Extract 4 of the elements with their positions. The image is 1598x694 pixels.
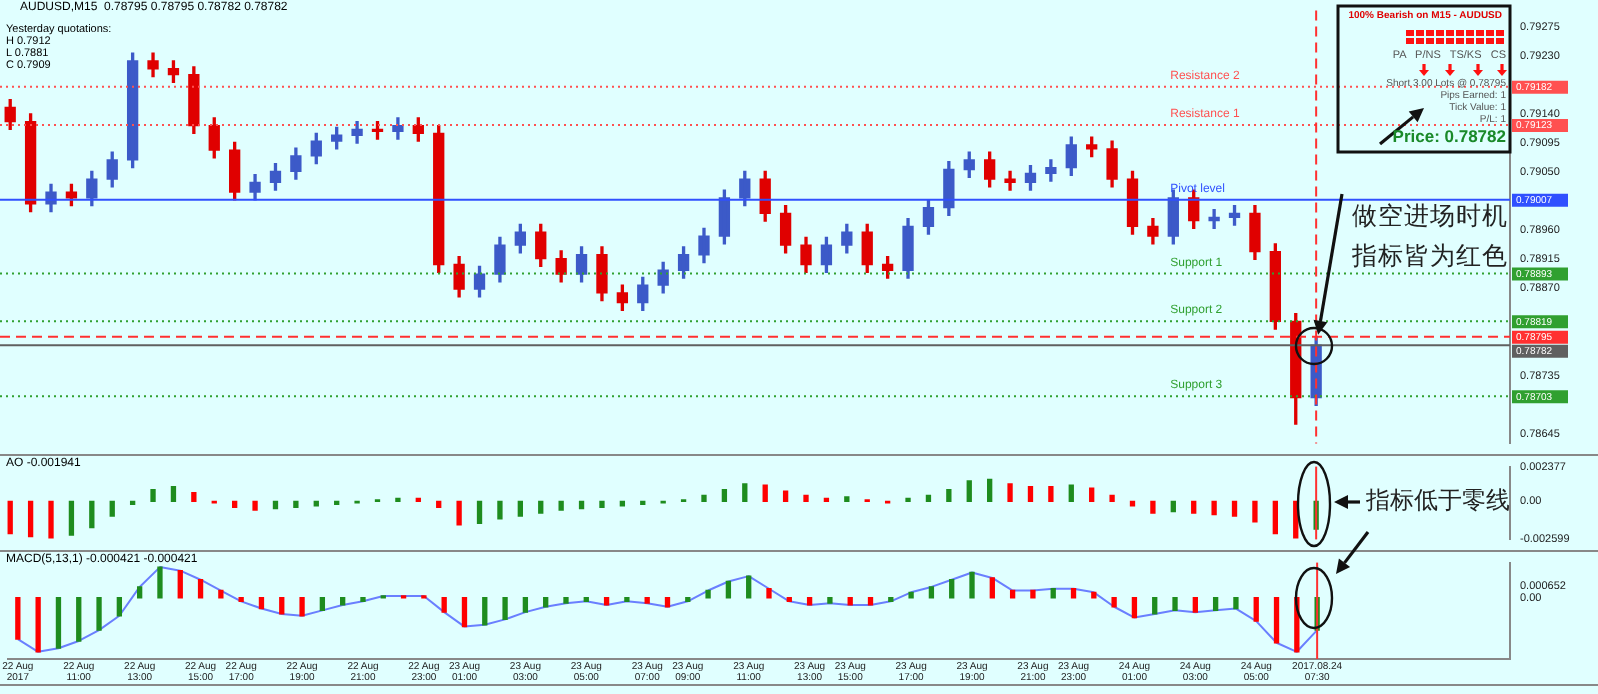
annotation: 指标皆为红色 [1352, 242, 1508, 272]
annotation: 指标低于零线 [1366, 486, 1510, 515]
annotation: Price: 0.78782 [1390, 126, 1506, 147]
annotation: 做空进场时机 [1352, 202, 1508, 232]
